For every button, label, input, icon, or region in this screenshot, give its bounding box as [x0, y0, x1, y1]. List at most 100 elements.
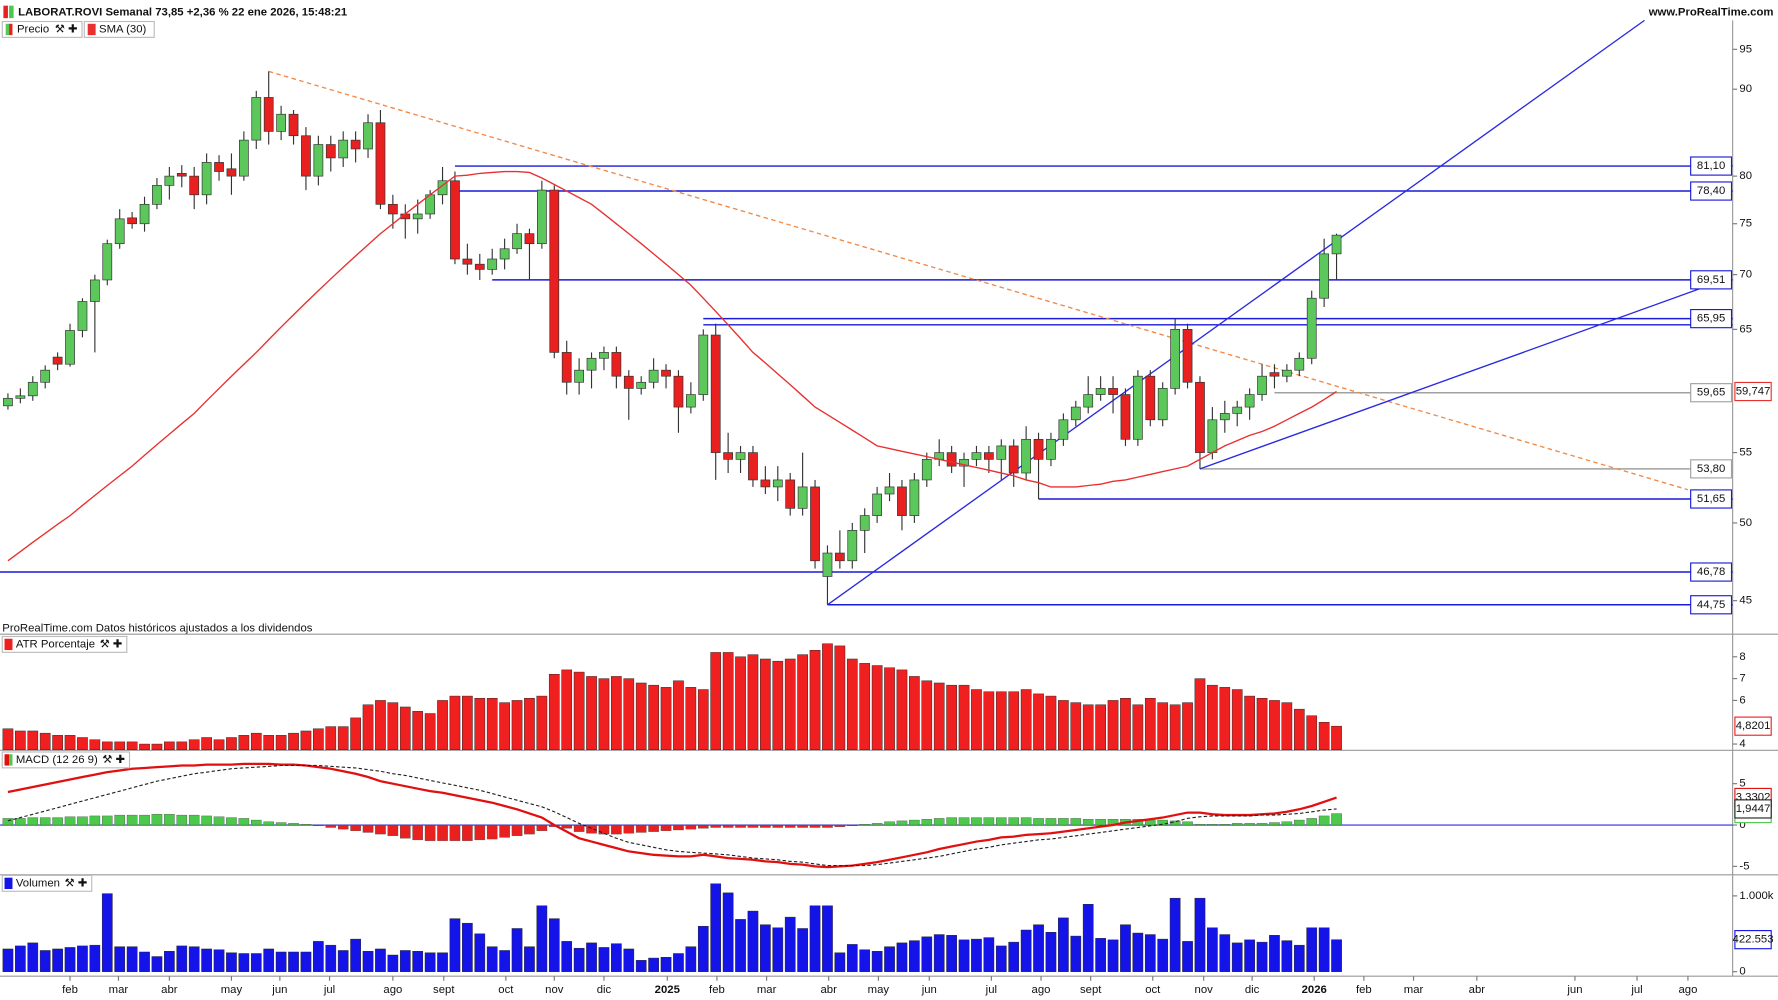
level-label: 59,65: [1697, 387, 1725, 399]
legend-icons[interactable]: ⚒ ✚: [100, 638, 123, 650]
level-label-box: [1690, 459, 1733, 479]
legend-icons[interactable]: ⚒ ✚: [55, 23, 78, 35]
candle-body: [1046, 438, 1056, 460]
candle-body: [760, 479, 771, 488]
bar: [1157, 702, 1169, 750]
bar: [1020, 689, 1032, 750]
candle-body: [512, 233, 522, 250]
candle-body: [673, 375, 684, 408]
bar: [673, 680, 684, 750]
bar: [151, 743, 163, 750]
bar: [412, 711, 424, 750]
histogram-bar: [400, 824, 411, 839]
bar: [1281, 940, 1293, 972]
bar: [871, 665, 883, 750]
legend-swatch: [4, 754, 10, 766]
candle-body: [263, 97, 274, 132]
bar: [424, 952, 436, 972]
bar: [983, 937, 995, 972]
candle-body: [375, 122, 386, 205]
bar: [238, 953, 250, 972]
candle-body: [623, 375, 634, 389]
panel: 5 0 -5 MACD (12 26 9) ⚒ ✚: [0, 751, 1750, 872]
candle-body: [89, 279, 100, 302]
histogram-bar: [126, 814, 138, 826]
y-tick-label: 90: [1739, 83, 1752, 95]
histogram-bar: [909, 819, 920, 826]
x-tick-label: sept: [433, 984, 455, 996]
histogram-bar: [275, 822, 287, 826]
candle-body: [561, 352, 572, 383]
bar: [809, 905, 821, 972]
y-tick-label: 75: [1739, 218, 1752, 230]
legend-swatch: [4, 638, 13, 651]
bar: [623, 948, 635, 972]
histogram-bar: [52, 817, 63, 826]
candle-body: [1133, 375, 1143, 440]
candle-body: [487, 258, 498, 270]
x-tick-label: ago: [1032, 984, 1051, 996]
x-tick-label: may: [221, 984, 243, 996]
bar: [1219, 687, 1231, 750]
candle-body: [685, 394, 696, 408]
histogram-bar: [760, 824, 771, 828]
histogram-bar: [784, 824, 796, 828]
candle-body: [959, 458, 969, 467]
bar: [1169, 704, 1181, 750]
y-tick-label: 4: [1739, 738, 1745, 750]
candle-body: [40, 369, 51, 383]
legend-box: [1, 874, 93, 892]
source[interactable]: www.ProRealTime.com: [1648, 6, 1774, 18]
bar: [921, 936, 933, 972]
y-tick-label: 80: [1739, 170, 1752, 182]
candle-body: [1170, 328, 1181, 389]
histogram-bar: [834, 824, 846, 827]
histogram-bar: [946, 817, 957, 826]
legend-icons[interactable]: ⚒ ✚: [102, 754, 125, 766]
candle-body: [15, 395, 26, 399]
bar: [884, 667, 895, 750]
level-label-box: [1690, 181, 1733, 201]
candle-body: [1319, 253, 1330, 299]
bar: [822, 643, 833, 750]
y-tick-label: 95: [1739, 43, 1752, 55]
bar: [164, 950, 175, 972]
bar: [126, 946, 138, 972]
bar: [1082, 704, 1094, 750]
bar: [710, 652, 722, 750]
histogram-bar: [499, 824, 510, 838]
bar: [1132, 704, 1144, 750]
bar: [1306, 927, 1318, 972]
last-value-label-box: [1734, 381, 1772, 402]
bar: [548, 674, 560, 750]
candle-body: [152, 185, 162, 205]
x-tick-label: oct: [498, 984, 514, 996]
candle-body: [921, 458, 932, 481]
legend-label: MACD (12 26 9): [16, 754, 98, 766]
y-tick-label: 1.000k: [1739, 890, 1773, 902]
bar: [1008, 691, 1020, 750]
candle-body: [338, 139, 349, 159]
histogram-bar: [673, 824, 684, 831]
bar: [499, 702, 510, 750]
histogram-bar: [164, 814, 175, 826]
bar: [2, 728, 14, 750]
bar: [735, 919, 746, 972]
x-tick-label: jun: [271, 984, 287, 996]
level-label: 69,51: [1697, 274, 1725, 286]
level-label: 44,75: [1697, 599, 1725, 611]
x-tick-label: nov: [1195, 984, 1214, 996]
level-label-box: [1690, 595, 1733, 615]
candle-body: [450, 180, 460, 260]
histogram-bar: [201, 815, 212, 826]
histogram-bar: [114, 814, 125, 826]
y-tick-label: 50: [1739, 517, 1752, 529]
legend-swatch: [9, 23, 13, 36]
histogram-bar: [822, 824, 833, 828]
bar: [1256, 941, 1268, 972]
candle-body: [1095, 388, 1106, 395]
bar: [64, 735, 76, 750]
legend-icons[interactable]: ⚒ ✚: [65, 877, 88, 889]
line: [7, 762, 1337, 869]
